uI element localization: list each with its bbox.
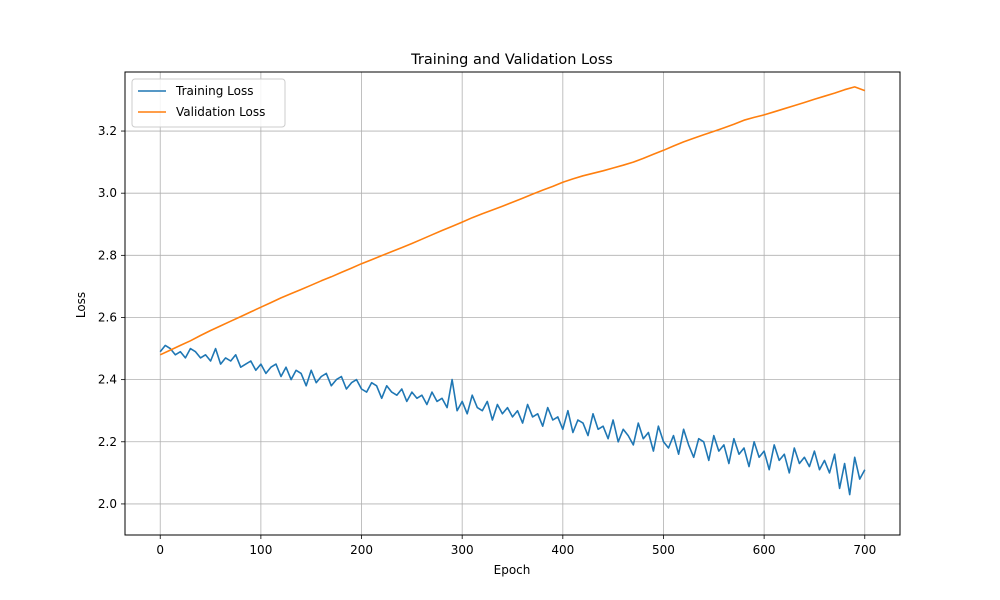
x-tick-label: 400 (551, 543, 574, 557)
legend: Training Loss Validation Loss (131, 78, 286, 128)
grid (125, 72, 900, 535)
x-tick-label: 200 (350, 543, 373, 557)
x-tick-label: 0 (156, 543, 164, 557)
training-loss-line (159, 344, 866, 496)
legend-entry: Validation Loss (176, 105, 265, 119)
x-tick-label: 300 (451, 543, 474, 557)
y-axis-label: Loss (74, 292, 88, 318)
validation-loss-line (159, 86, 866, 356)
x-tick-label: 600 (753, 543, 776, 557)
axes-frame (124, 71, 901, 536)
y-tick-label: 2.4 (98, 373, 117, 387)
y-tick-label: 2.0 (98, 497, 117, 511)
x-axis-label: Epoch (494, 563, 531, 577)
legend-box (131, 78, 286, 128)
legend-entry: Training Loss (175, 84, 253, 98)
ticks: 0 100 200 300 400 500 600 700 2.0 2.2 2.4 2.6 2.8 3.0… (98, 124, 876, 557)
x-tick-label: 100 (249, 543, 272, 557)
y-tick-label: 2.8 (98, 248, 117, 262)
y-tick-label: 3.0 (98, 186, 117, 200)
series-lines (159, 86, 866, 496)
y-tick-label: 2.6 (98, 310, 117, 324)
chart-title: Training and Validation Loss (410, 52, 613, 68)
y-tick-label: 2.2 (98, 435, 117, 449)
x-tick-label: 700 (853, 543, 876, 557)
x-tick-label: 500 (652, 543, 675, 557)
y-tick-label: 3.2 (98, 124, 117, 138)
